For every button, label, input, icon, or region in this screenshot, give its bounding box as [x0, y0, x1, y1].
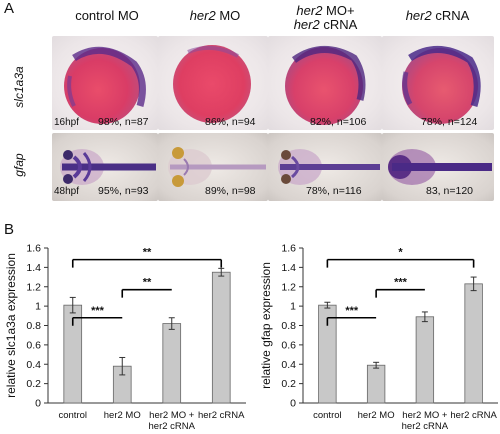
larva-gfap-image	[60, 149, 156, 185]
y-tick-label: 0	[290, 398, 296, 410]
y-tick-label: 0.6	[281, 339, 296, 351]
percentage-stat: 78%, n=116	[306, 185, 362, 197]
y-tick-label: 0.8	[281, 320, 296, 332]
y-tick-label: 1.4	[26, 262, 41, 274]
percentage-stat: 98%, n=87	[98, 116, 149, 128]
significance-label: *	[398, 247, 403, 259]
percentage-stat: 86%, n=94	[205, 116, 256, 128]
larva-photo-gfap-her2-cRNA	[382, 133, 494, 201]
y-axis-label: relative slc1a3a expression	[4, 253, 18, 398]
percentage-stat: 82%, n=106	[310, 116, 367, 128]
column-header-her2-mo: her2 MO	[160, 9, 270, 23]
row-label-gfap: gfap	[12, 153, 26, 177]
header-text: cRNA	[319, 17, 358, 32]
header-text: MO+	[322, 3, 355, 18]
y-tick-label: 1.2	[26, 281, 41, 293]
embryo-photo-slc1a3a-control-mo	[52, 36, 158, 130]
row-label-slc1a3a: slc1a3a	[12, 66, 26, 108]
larva-photo-gfap-her2-mo-cRNA	[268, 133, 382, 201]
larva-gfap-image	[388, 149, 492, 185]
column-header-control-mo: control MO	[75, 8, 139, 23]
y-tick-label: 0.8	[26, 320, 41, 332]
x-tick-label: her2 MO +	[402, 410, 448, 421]
y-tick-label: 1.2	[281, 281, 296, 293]
y-axis-label: relative gfap expression	[259, 262, 273, 389]
y-tick-label: 1	[35, 301, 41, 313]
y-tick-label: 0.2	[26, 378, 41, 390]
percentage-stat: 89%, n=98	[205, 185, 256, 197]
panel-b-letter: B	[4, 221, 15, 238]
gfap-expression-bar-chart: 0 0.2 0.4 0.6 0.8 1 1.2 1.4 1.6 relative gfap exp…	[259, 243, 498, 432]
larva-gfap-image	[278, 149, 380, 185]
x-tick-label: her2 MO	[104, 410, 141, 421]
significance-label: **	[143, 277, 152, 289]
bar	[415, 316, 435, 404]
percentage-stat: 83, n=120	[426, 185, 474, 197]
embryo-photo-slc1a3a-her2-mo-cRNA	[268, 36, 382, 130]
embryo-photo-slc1a3a-her2-cRNA	[382, 36, 494, 130]
x-tick-label: her2 MO	[358, 410, 395, 421]
y-tick-label: 0.4	[281, 359, 296, 371]
column-header-her2-mo-plus-cRNA: her2 MO+ her2 cRNA	[268, 4, 383, 32]
x-tick-label: her2 cRNA	[402, 421, 449, 432]
significance-label: **	[143, 247, 152, 259]
y-tick-label: 1	[290, 301, 296, 313]
header-text: cRNA	[431, 8, 470, 23]
x-tick-label: her2 cRNA	[198, 410, 245, 421]
panel-a-letter: A	[4, 0, 15, 17]
significance-label: ***	[394, 277, 408, 289]
significance-label: ***	[91, 305, 105, 317]
larva-photo-gfap-control-mo	[52, 133, 158, 201]
y-tick-label: 0.6	[26, 339, 41, 351]
bar	[464, 283, 483, 404]
significance-label: ***	[345, 305, 359, 317]
percentage-stat: 95%, n=93	[98, 185, 149, 197]
x-tick-label: her2 MO +	[149, 410, 195, 421]
column-header-her2-cRNA: her2 cRNA	[380, 9, 495, 23]
gene-name: her2	[405, 8, 432, 23]
embryo-slc1a3a-image	[173, 45, 251, 123]
stage-label-16hpf: 16hpf	[54, 117, 80, 128]
y-tick-label: 0.4	[26, 359, 41, 371]
gene-name: her2	[296, 3, 323, 18]
gene-name: her2	[293, 17, 320, 32]
stage-label-48hpf: 48hpf	[54, 186, 80, 197]
bar	[162, 323, 182, 404]
x-tick-label: control	[313, 410, 342, 421]
embryo-slc1a3a-image	[402, 46, 481, 124]
x-tick-label: her2 cRNA	[450, 410, 497, 421]
larva-gfap-image	[168, 147, 266, 187]
gene-name: her2	[189, 8, 216, 23]
bar	[366, 364, 386, 404]
x-tick-label: her2 cRNA	[149, 421, 196, 432]
embryo-photo-slc1a3a-her2-mo	[158, 36, 268, 130]
larva-photo-gfap-her2-mo	[158, 133, 268, 201]
percentage-stat: 78%, n=124	[421, 116, 478, 128]
y-tick-label: 1.6	[26, 243, 41, 255]
header-text: MO	[215, 8, 241, 23]
embryo-slc1a3a-image	[64, 46, 146, 124]
bar	[211, 271, 231, 404]
embryo-slc1a3a-image	[285, 46, 366, 125]
y-tick-label: 1.4	[281, 262, 296, 274]
y-tick-label: 0.2	[281, 378, 296, 390]
slc1a3a-expression-bar-chart: 0 0.2 0.4 0.6 0.8 1 1.2 1.4 1.6 relative slc1a3a …	[4, 243, 246, 432]
y-tick-label: 1.6	[281, 243, 296, 255]
x-tick-label: control	[58, 410, 87, 421]
y-tick-label: 0	[35, 398, 41, 410]
